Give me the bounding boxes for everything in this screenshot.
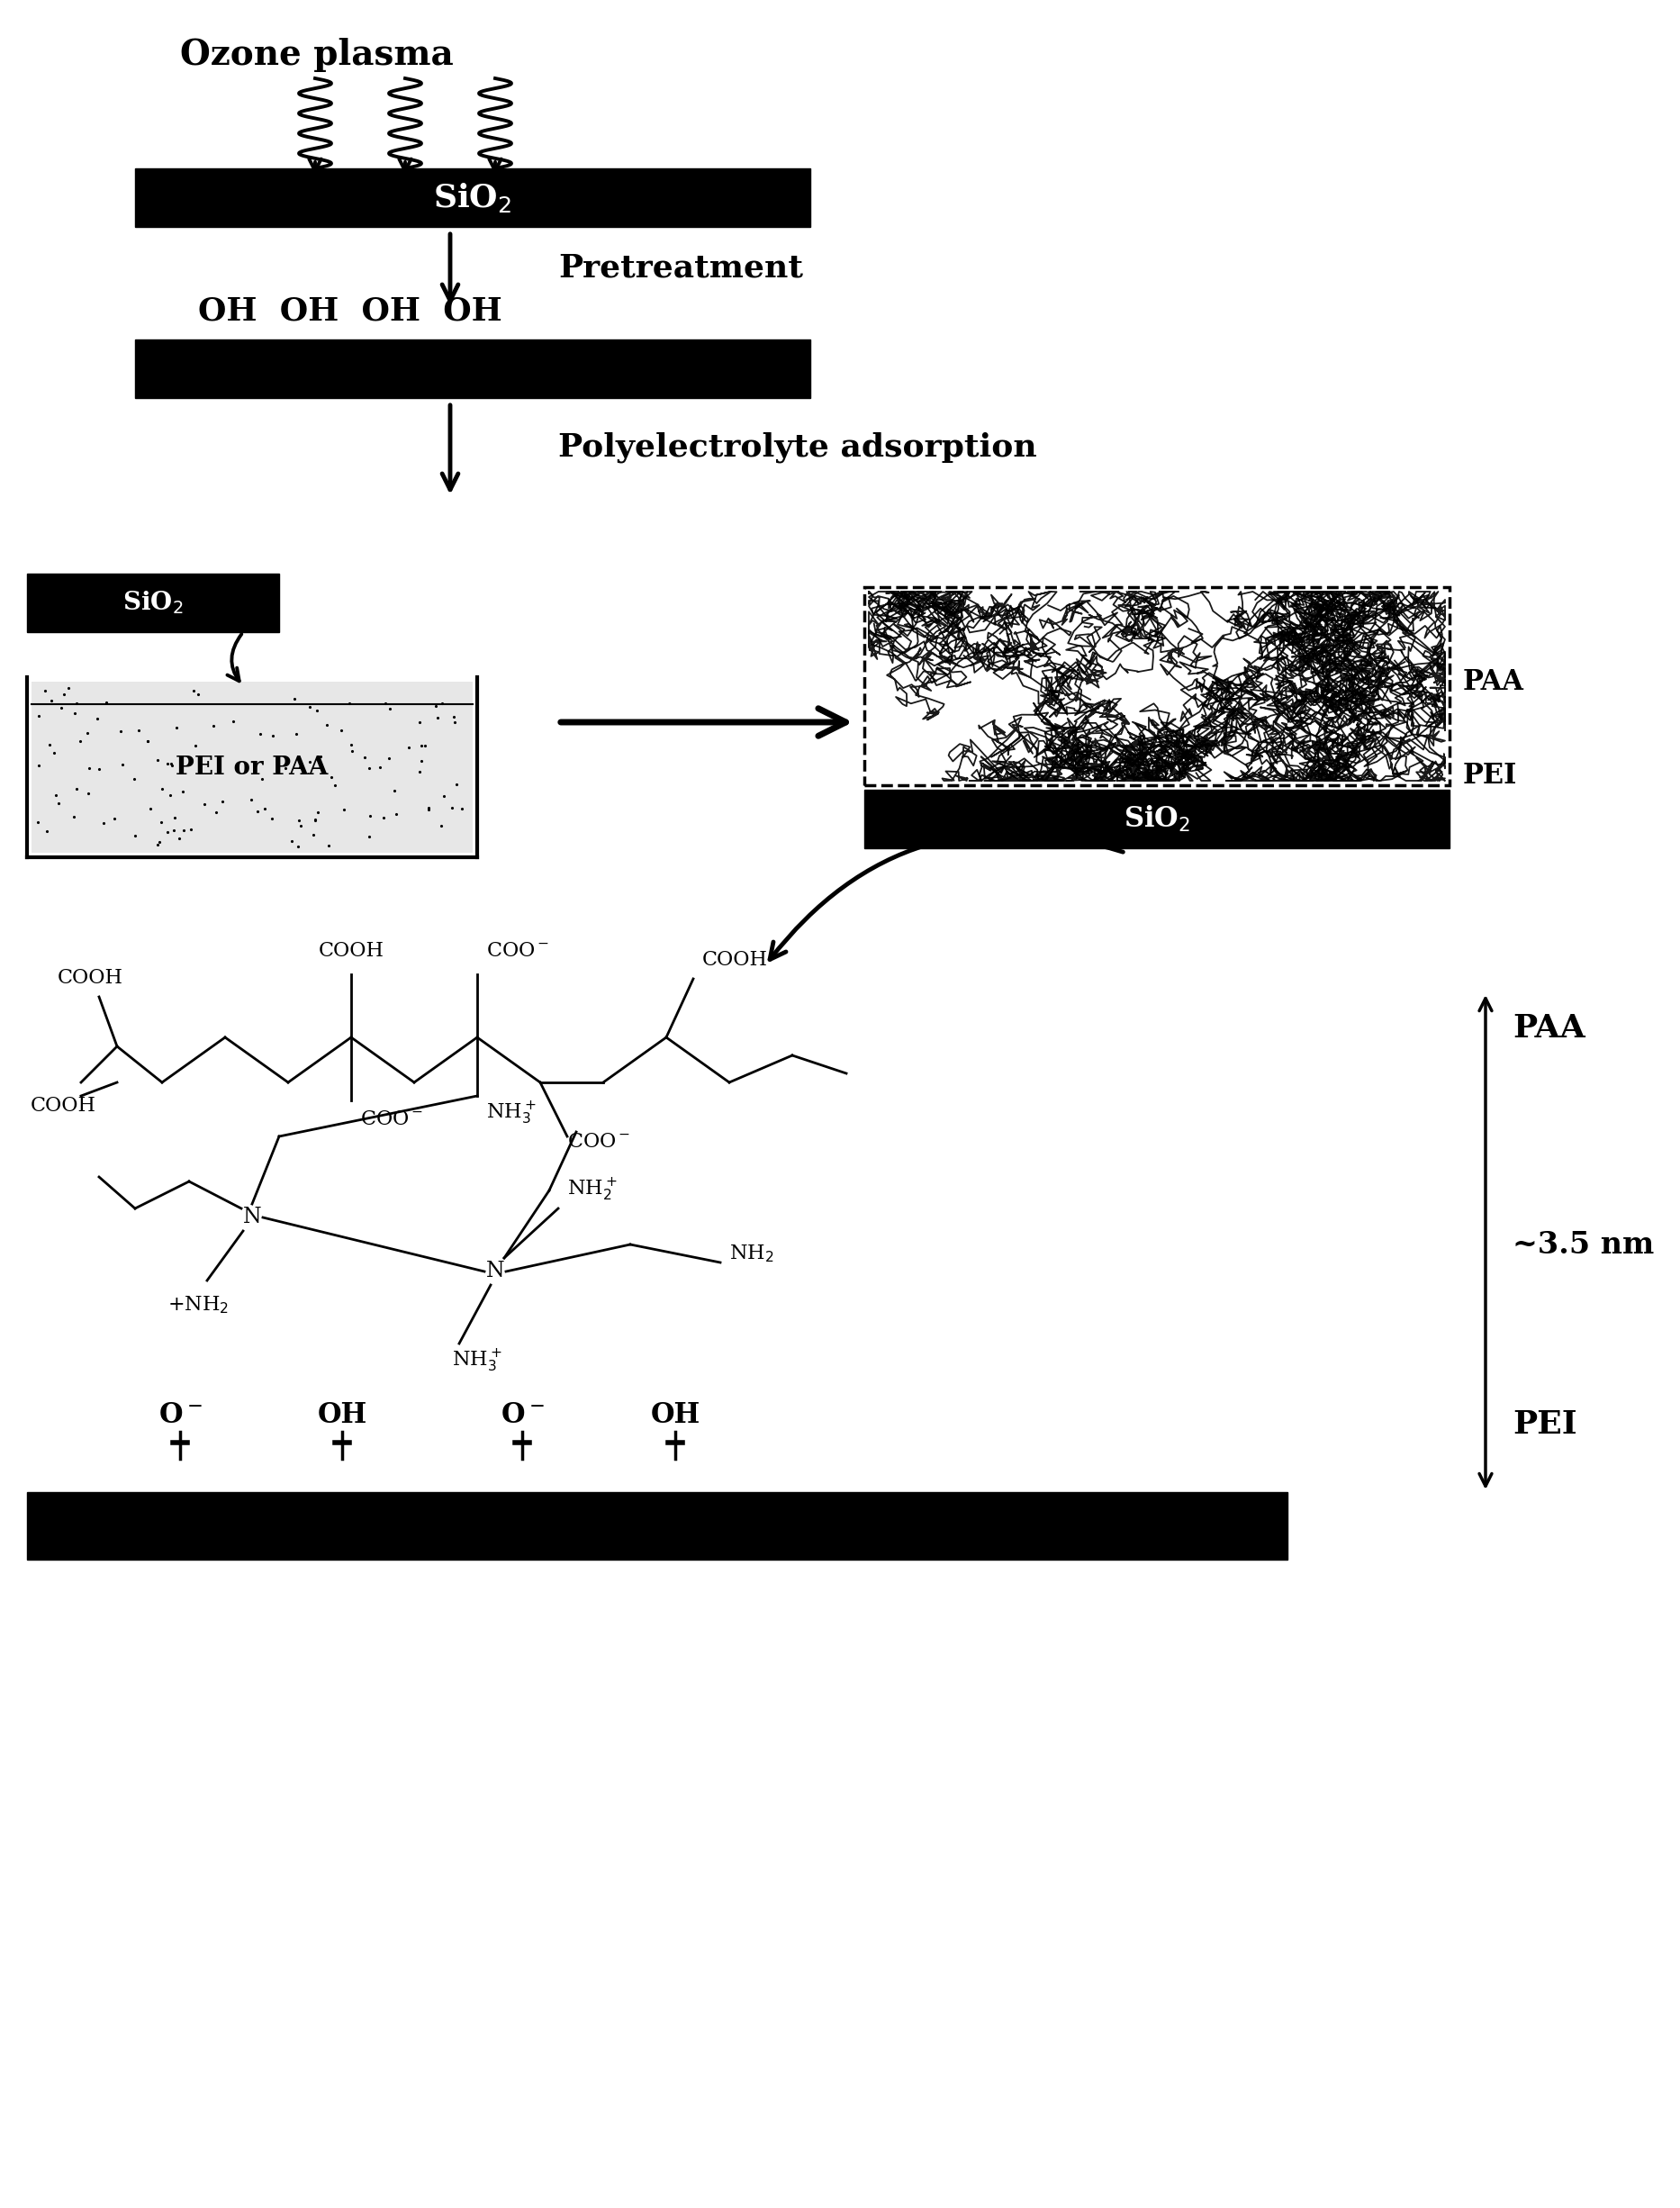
- Text: COOH: COOH: [57, 967, 123, 987]
- Bar: [27, 1493, 1287, 1559]
- Text: O$^-$: O$^-$: [501, 1402, 544, 1429]
- Text: NH$_3^+$: NH$_3^+$: [486, 1100, 536, 1126]
- Bar: [27, 574, 279, 631]
- Text: PEI: PEI: [1512, 1409, 1578, 1440]
- Text: +NH$_2$: +NH$_2$: [168, 1294, 228, 1316]
- Bar: [134, 340, 810, 397]
- Bar: [864, 790, 1450, 848]
- Text: Pretreatment: Pretreatment: [558, 252, 803, 283]
- Text: PAA: PAA: [1512, 1013, 1586, 1044]
- Text: PEI or PAA: PEI or PAA: [176, 755, 328, 779]
- Text: OH: OH: [650, 1402, 701, 1429]
- Text: SiO$_2$: SiO$_2$: [123, 590, 183, 616]
- Text: COO$^-$: COO$^-$: [360, 1108, 423, 1128]
- Text: O$^-$: O$^-$: [158, 1402, 202, 1429]
- Text: PEI: PEI: [1463, 762, 1517, 790]
- Text: NH$_2$: NH$_2$: [729, 1243, 774, 1265]
- Text: PAA: PAA: [1463, 667, 1524, 696]
- Text: ~3.5 nm: ~3.5 nm: [1512, 1230, 1655, 1259]
- Text: OH  OH  OH  OH: OH OH OH OH: [198, 296, 502, 327]
- Text: SiO$_2$: SiO$_2$: [433, 181, 512, 214]
- Text: COOH: COOH: [702, 949, 768, 969]
- Text: COO$^-$: COO$^-$: [568, 1133, 630, 1153]
- Text: COO$^-$: COO$^-$: [486, 941, 549, 960]
- Text: N: N: [486, 1261, 504, 1283]
- Text: Ozone plasma: Ozone plasma: [180, 38, 454, 73]
- Text: SiO$_2$: SiO$_2$: [1124, 804, 1189, 835]
- Text: OH: OH: [318, 1402, 366, 1429]
- Bar: [134, 168, 810, 227]
- Text: COOH: COOH: [318, 941, 385, 960]
- Text: N: N: [244, 1208, 262, 1228]
- Bar: [864, 587, 1450, 786]
- Text: NH$_2^+$: NH$_2^+$: [568, 1177, 617, 1203]
- Text: COOH: COOH: [30, 1095, 96, 1115]
- Bar: [32, 682, 472, 852]
- Text: Polyelectrolyte adsorption: Polyelectrolyte adsorption: [558, 433, 1037, 464]
- Text: NH$_3^+$: NH$_3^+$: [452, 1349, 502, 1373]
